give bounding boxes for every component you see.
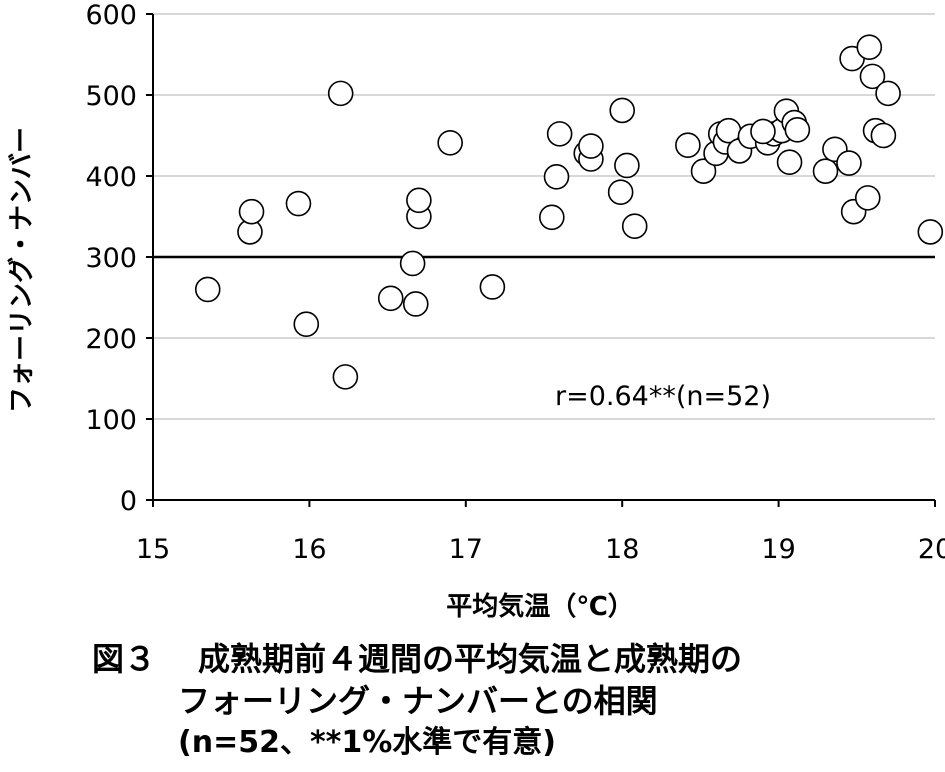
data-point — [675, 132, 701, 159]
x-tick-label: 17 — [449, 534, 483, 565]
caption-text-1: 成熟期前４週間の平均気温と成熟期の — [198, 640, 743, 678]
data-point — [859, 63, 886, 90]
x-tick-label: 18 — [605, 534, 639, 565]
data-point — [875, 80, 901, 107]
y-tick-label: 0 — [120, 486, 137, 517]
data-point — [917, 219, 944, 245]
y-tick-label: 100 — [85, 405, 137, 436]
y-tick-label: 200 — [85, 324, 137, 355]
data-point — [812, 158, 839, 184]
data-point — [854, 185, 881, 211]
data-point — [870, 122, 897, 149]
data-point — [194, 276, 221, 303]
data-point — [543, 164, 570, 190]
data-point — [332, 364, 359, 390]
caption-line-3: (n=52、**1%水準で有意) — [178, 725, 556, 760]
data-point — [377, 285, 404, 312]
y-tick-label: 300 — [85, 243, 137, 274]
data-point — [285, 190, 312, 217]
x-tick-label: 19 — [761, 534, 795, 565]
caption-line-1: 図３ 成熟期前４週間の平均気温と成熟期の — [92, 638, 942, 680]
data-points — [194, 34, 944, 390]
data-point — [784, 117, 811, 143]
data-point — [238, 198, 265, 225]
x-tick-label: 16 — [292, 534, 326, 565]
figure-caption: 図３ 成熟期前４週間の平均気温と成熟期の フォーリング・ナンバーとの相関 (n=5… — [92, 638, 942, 764]
data-point — [614, 152, 640, 179]
data-point — [327, 80, 354, 107]
data-point — [690, 158, 717, 184]
data-point — [578, 133, 604, 159]
data-point — [406, 187, 432, 214]
correlation-annotation: r=0.64**(n=52) — [555, 381, 771, 412]
y-tick-labels: 0 100 200 300 400 500 600 — [85, 0, 153, 517]
data-point — [836, 150, 862, 176]
data-point — [539, 204, 565, 231]
data-point — [402, 291, 429, 317]
caption-line-2: フォーリング・ナンバーとの相関 — [178, 682, 658, 720]
figure-number: 図３ — [92, 640, 157, 678]
data-point — [546, 121, 573, 147]
y-axis-title: フォーリング・ナンバー — [7, 127, 37, 413]
data-point — [399, 250, 426, 277]
y-tick-label: 500 — [85, 81, 137, 112]
x-axis-title: 平均気温（℃） — [446, 591, 634, 622]
x-tick-label: 20 — [918, 534, 945, 565]
data-point — [750, 118, 776, 145]
data-point — [479, 274, 506, 300]
y-tick-label: 400 — [85, 162, 137, 193]
data-point — [607, 179, 634, 205]
x-tick-label: 15 — [136, 534, 170, 565]
x-tick-labels: 15 16 17 18 19 20 — [136, 500, 945, 565]
y-tick-label: 600 — [85, 0, 137, 31]
data-point — [856, 34, 883, 61]
data-point — [621, 213, 648, 240]
data-point — [293, 311, 320, 338]
scatter-chart: 0 100 200 300 400 500 600 15 16 17 18 19 20 r=0.64*… — [7, 0, 945, 622]
data-point — [437, 129, 463, 156]
data-point — [776, 149, 803, 176]
data-point — [609, 97, 636, 124]
